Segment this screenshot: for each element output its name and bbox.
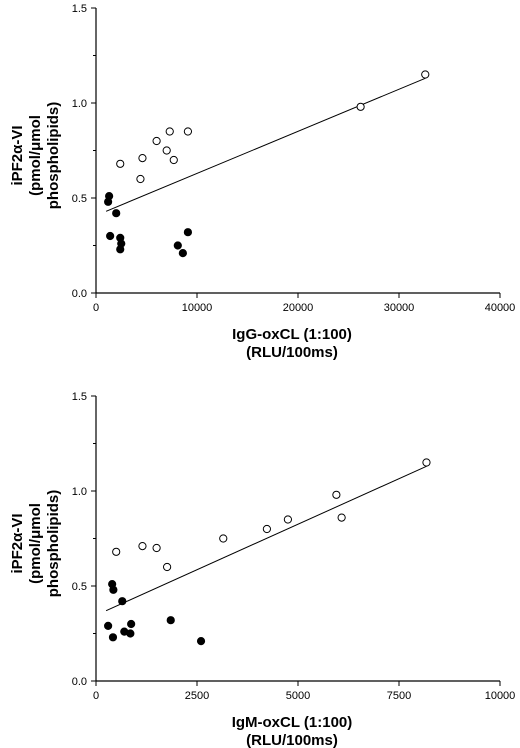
open-circle-point bbox=[138, 542, 147, 551]
x-axis-title: IgM-oxCL (1:100) bbox=[232, 714, 353, 731]
filled-circle-point bbox=[109, 585, 118, 594]
x-axis-title: (RLU/100ms) bbox=[246, 344, 338, 361]
x-tick-label: 20000 bbox=[283, 302, 314, 314]
y-tick-label: 1.0 bbox=[72, 486, 87, 498]
open-circle-point bbox=[163, 562, 172, 572]
open-circle-point bbox=[138, 154, 147, 163]
open-circle-point bbox=[165, 127, 174, 136]
open-circle-point bbox=[422, 458, 431, 467]
x-tick-label: 0 bbox=[93, 302, 99, 314]
open-circle-point bbox=[219, 534, 228, 543]
filled-circle-point bbox=[118, 597, 127, 606]
x-axis-title: (RLU/100ms) bbox=[246, 732, 338, 748]
y-axis-title: iPF2α-VI bbox=[9, 125, 26, 185]
filled-circle-point bbox=[112, 209, 121, 218]
chart-2: 0.0 0.5 1.0 1.5 0 2500 5000 7500 10000 IgM-oxCL (… bbox=[9, 391, 515, 748]
y-tick-label: 1.5 bbox=[72, 391, 87, 403]
y-axis-title: (pmol/μmol bbox=[27, 503, 44, 584]
x-tick-label: 10000 bbox=[182, 302, 213, 314]
filled-circle-point bbox=[166, 616, 175, 625]
x-tick-label: 0 bbox=[93, 690, 99, 702]
y-axis-title: (pmol/μmol bbox=[27, 115, 44, 196]
filled-circle-point bbox=[178, 249, 187, 258]
y-axis-title: iPF2α-VI bbox=[9, 513, 26, 573]
y-tick-label: 0.5 bbox=[72, 581, 87, 593]
open-circle-point bbox=[112, 547, 121, 556]
open-circle-point bbox=[183, 127, 193, 136]
chart-1: 0.0 0.5 1.0 1.5 0 10000 20000 30000 40000 IgG-oxC… bbox=[9, 3, 515, 361]
y-tick-label: 0.5 bbox=[72, 193, 87, 205]
x-tick-label: 7500 bbox=[387, 690, 411, 702]
x-tick-label: 5000 bbox=[286, 690, 310, 702]
y-tick-label: 1.5 bbox=[72, 3, 87, 15]
filled-circle-point bbox=[116, 245, 125, 254]
open-circle-point bbox=[136, 174, 145, 184]
y-axis-title: phospholipids) bbox=[45, 102, 62, 209]
open-circle-point bbox=[337, 513, 346, 522]
x-tick-label: 10000 bbox=[485, 690, 516, 702]
filled-circle-point bbox=[104, 621, 113, 631]
filled-circle-point bbox=[183, 228, 193, 237]
open-circle-point bbox=[262, 524, 271, 534]
regression-line bbox=[105, 465, 427, 612]
filled-circle-point bbox=[106, 231, 115, 241]
y-tick-label: 1.0 bbox=[72, 98, 87, 110]
x-tick-label: 30000 bbox=[384, 302, 415, 314]
open-circle-point bbox=[162, 146, 171, 155]
filled-circle-point bbox=[108, 633, 118, 642]
x-axis-title: IgG-oxCL (1:100) bbox=[232, 326, 352, 343]
y-tick-label: 0.0 bbox=[72, 676, 87, 688]
filled-circle-point bbox=[127, 619, 136, 629]
open-circle-point bbox=[116, 159, 125, 168]
open-circle-point bbox=[152, 136, 161, 146]
filled-circle-point bbox=[126, 629, 135, 638]
open-circle-point bbox=[283, 515, 292, 524]
regression-line bbox=[105, 77, 426, 212]
filled-circle-point bbox=[196, 637, 206, 646]
open-circle-point bbox=[421, 70, 430, 79]
open-circle-point bbox=[152, 543, 161, 553]
open-circle-point bbox=[169, 155, 178, 165]
filled-circle-point bbox=[173, 241, 182, 250]
filled-circle-point bbox=[105, 192, 114, 201]
y-axis-title: phospholipids) bbox=[45, 490, 62, 597]
open-circle-point bbox=[356, 102, 365, 111]
y-tick-label: 0.0 bbox=[72, 288, 87, 300]
x-tick-label: 2500 bbox=[185, 690, 209, 702]
open-circle-point bbox=[332, 490, 341, 499]
x-tick-label: 40000 bbox=[485, 302, 516, 314]
